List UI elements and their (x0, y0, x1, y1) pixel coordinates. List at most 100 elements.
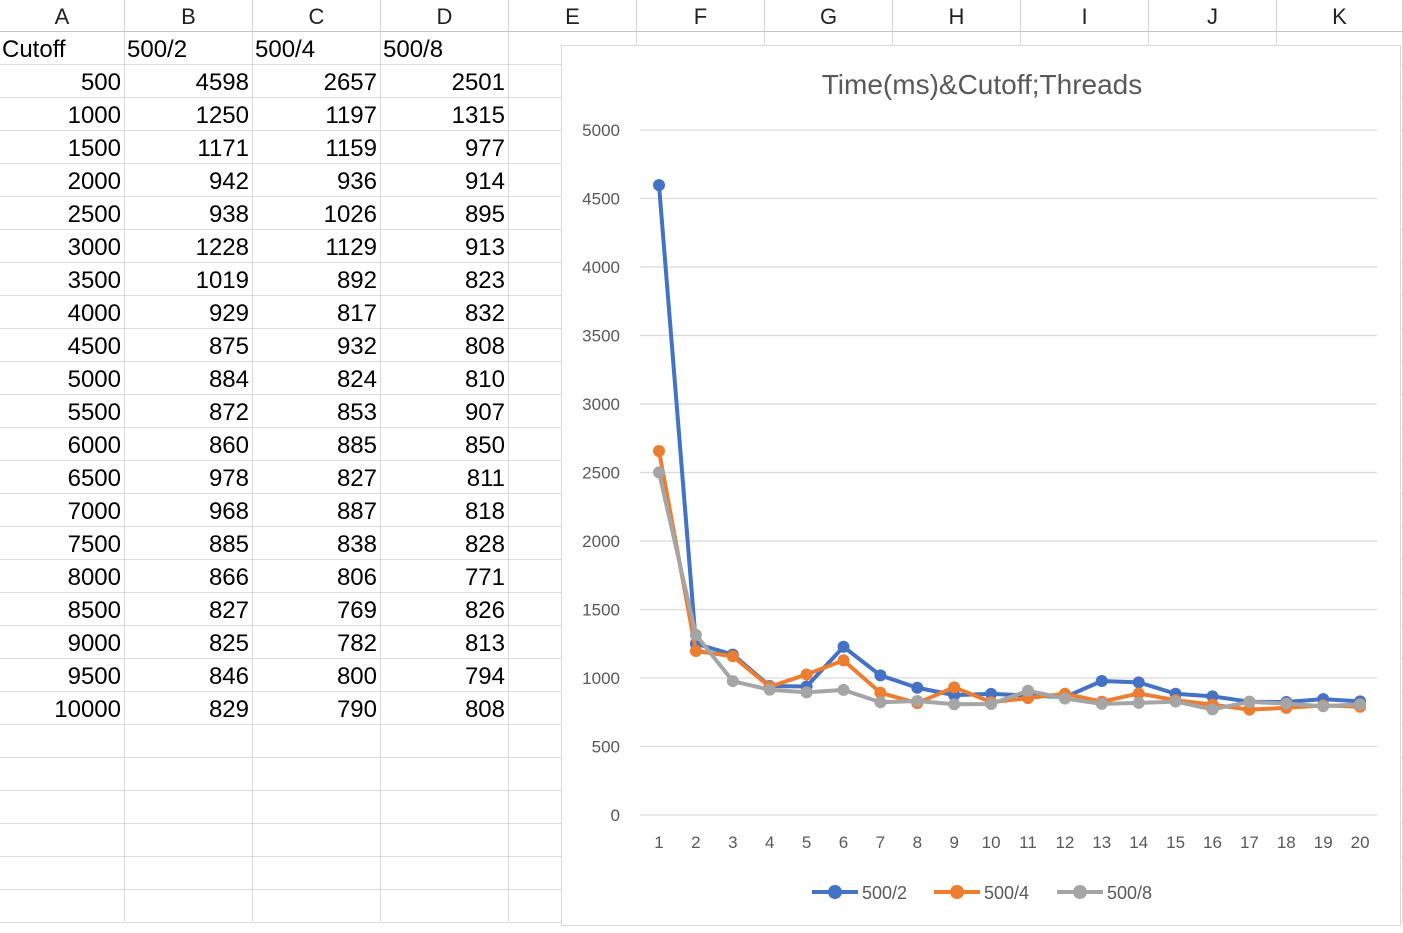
data-cell[interactable]: 885 (125, 527, 253, 560)
data-cell[interactable]: 914 (381, 164, 509, 197)
data-cell[interactable]: 866 (125, 560, 253, 593)
column-header-k[interactable]: K (1277, 0, 1403, 32)
data-cell[interactable]: 872 (125, 395, 253, 428)
empty-cell[interactable] (0, 758, 125, 791)
data-cell[interactable]: 1500 (0, 131, 125, 164)
empty-cell[interactable] (381, 725, 509, 758)
data-cell[interactable]: 4500 (0, 329, 125, 362)
data-cell[interactable]: 4598 (125, 65, 253, 98)
data-cell[interactable]: 790 (253, 692, 381, 725)
data-cell[interactable]: 938 (125, 197, 253, 230)
empty-cell[interactable] (253, 791, 381, 824)
empty-cell[interactable] (381, 890, 509, 923)
empty-cell[interactable] (125, 857, 253, 890)
data-cell[interactable]: 9000 (0, 626, 125, 659)
data-cell[interactable]: 2657 (253, 65, 381, 98)
empty-cell[interactable] (0, 890, 125, 923)
data-cell[interactable]: 825 (125, 626, 253, 659)
data-cell[interactable]: 813 (381, 626, 509, 659)
data-cell[interactable]: 884 (125, 362, 253, 395)
empty-cell[interactable] (253, 758, 381, 791)
empty-cell[interactable] (0, 857, 125, 890)
data-cell[interactable]: 811 (381, 461, 509, 494)
data-cell[interactable]: 1159 (253, 131, 381, 164)
data-cell[interactable]: 829 (125, 692, 253, 725)
column-header-j[interactable]: J (1149, 0, 1277, 32)
empty-cell[interactable] (125, 758, 253, 791)
data-cell[interactable]: 3500 (0, 263, 125, 296)
data-cell[interactable]: 826 (381, 593, 509, 626)
data-cell[interactable]: 942 (125, 164, 253, 197)
column-header-i[interactable]: I (1021, 0, 1149, 32)
line-chart[interactable]: Time(ms)&Cutoff;Threads 0 500 1000 1500 2000 2… (561, 45, 1401, 926)
empty-cell[interactable] (253, 890, 381, 923)
data-cell[interactable]: 10000 (0, 692, 125, 725)
data-cell[interactable]: 1129 (253, 230, 381, 263)
data-cell[interactable]: 810 (381, 362, 509, 395)
data-cell[interactable]: 885 (253, 428, 381, 461)
data-cell[interactable]: 500 (0, 65, 125, 98)
data-cell[interactable]: 808 (381, 329, 509, 362)
column-header-b[interactable]: B (125, 0, 253, 32)
data-cell[interactable]: 929 (125, 296, 253, 329)
data-cell[interactable]: 907 (381, 395, 509, 428)
empty-cell[interactable] (253, 857, 381, 890)
data-cell[interactable]: 968 (125, 494, 253, 527)
empty-cell[interactable] (0, 725, 125, 758)
column-header-f[interactable]: F (637, 0, 765, 32)
data-cell[interactable]: 1026 (253, 197, 381, 230)
data-cell[interactable]: 806 (253, 560, 381, 593)
data-cell[interactable]: 827 (125, 593, 253, 626)
empty-cell[interactable] (0, 791, 125, 824)
data-cell[interactable]: 895 (381, 197, 509, 230)
data-cell[interactable]: 846 (125, 659, 253, 692)
empty-cell[interactable] (0, 824, 125, 857)
data-cell[interactable]: 771 (381, 560, 509, 593)
column-header-c[interactable]: C (253, 0, 381, 32)
data-cell[interactable]: 1171 (125, 131, 253, 164)
data-cell[interactable]: 1228 (125, 230, 253, 263)
header-cell[interactable]: 500/4 (253, 32, 381, 65)
data-cell[interactable]: 875 (125, 329, 253, 362)
header-cell[interactable]: 500/8 (381, 32, 509, 65)
empty-cell[interactable] (125, 890, 253, 923)
data-cell[interactable]: 818 (381, 494, 509, 527)
data-cell[interactable]: 808 (381, 692, 509, 725)
data-cell[interactable]: 827 (253, 461, 381, 494)
empty-cell[interactable] (125, 824, 253, 857)
data-cell[interactable]: 932 (253, 329, 381, 362)
empty-cell[interactable] (381, 824, 509, 857)
data-cell[interactable]: 800 (253, 659, 381, 692)
header-cell[interactable]: Cutoff (0, 32, 125, 65)
empty-cell[interactable] (381, 857, 509, 890)
data-cell[interactable]: 2500 (0, 197, 125, 230)
data-cell[interactable]: 832 (381, 296, 509, 329)
data-cell[interactable]: 1000 (0, 98, 125, 131)
data-cell[interactable]: 936 (253, 164, 381, 197)
column-header-h[interactable]: H (893, 0, 1021, 32)
data-cell[interactable]: 794 (381, 659, 509, 692)
data-cell[interactable]: 3000 (0, 230, 125, 263)
data-cell[interactable]: 8500 (0, 593, 125, 626)
header-cell[interactable]: 500/2 (125, 32, 253, 65)
data-cell[interactable]: 6000 (0, 428, 125, 461)
column-header-d[interactable]: D (381, 0, 509, 32)
data-cell[interactable]: 978 (125, 461, 253, 494)
data-cell[interactable]: 887 (253, 494, 381, 527)
data-cell[interactable]: 1197 (253, 98, 381, 131)
data-cell[interactable]: 838 (253, 527, 381, 560)
data-cell[interactable]: 4000 (0, 296, 125, 329)
empty-cell[interactable] (381, 758, 509, 791)
data-cell[interactable]: 860 (125, 428, 253, 461)
data-cell[interactable]: 850 (381, 428, 509, 461)
empty-cell[interactable] (253, 824, 381, 857)
data-cell[interactable]: 2000 (0, 164, 125, 197)
data-cell[interactable]: 6500 (0, 461, 125, 494)
data-cell[interactable]: 828 (381, 527, 509, 560)
data-cell[interactable]: 5000 (0, 362, 125, 395)
data-cell[interactable]: 7000 (0, 494, 125, 527)
data-cell[interactable]: 2501 (381, 65, 509, 98)
data-cell[interactable]: 1019 (125, 263, 253, 296)
data-cell[interactable]: 7500 (0, 527, 125, 560)
data-cell[interactable]: 9500 (0, 659, 125, 692)
